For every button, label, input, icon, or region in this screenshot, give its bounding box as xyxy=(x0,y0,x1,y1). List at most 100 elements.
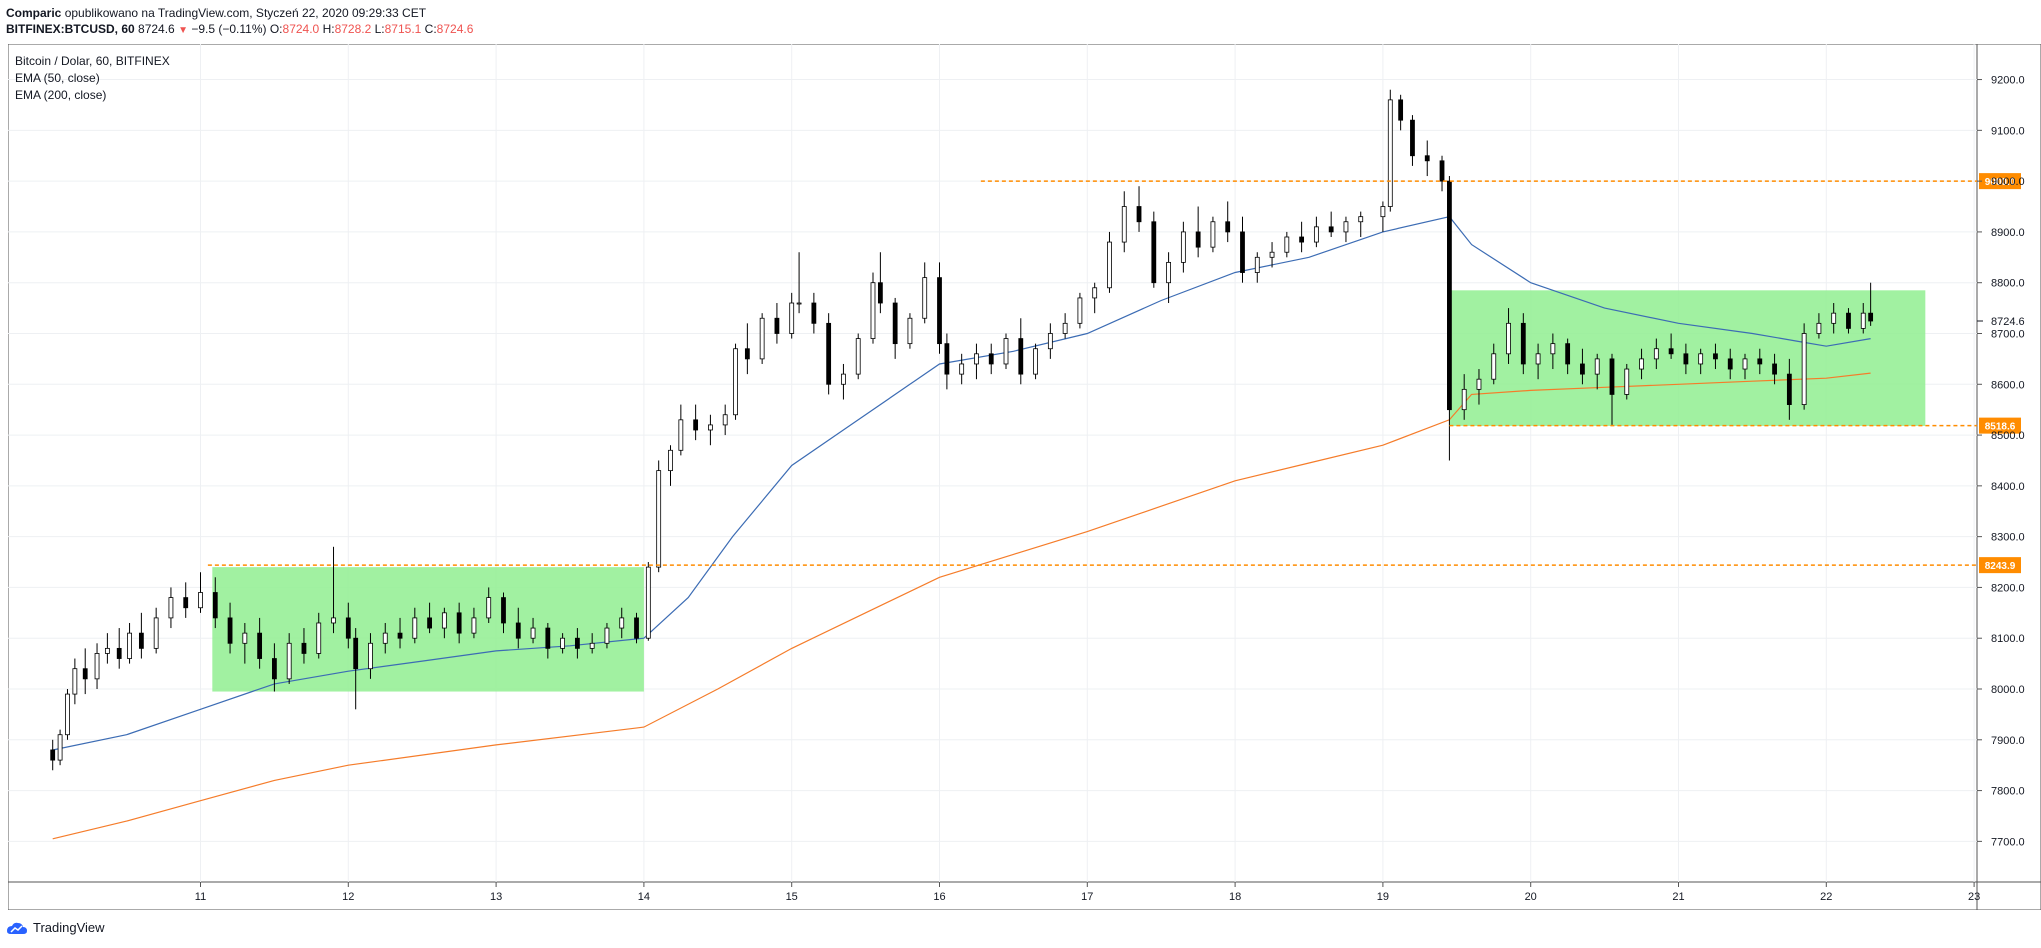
time-axis[interactable]: 11 12 13 14 15 16 17 18 19 20 21 22 23 xyxy=(195,882,1980,903)
candle xyxy=(892,297,898,359)
candle xyxy=(668,445,673,486)
candle-body xyxy=(668,449,673,472)
footer-brand[interactable]: TradingView xyxy=(33,920,105,935)
candle xyxy=(1831,303,1837,334)
author-name[interactable]: Comparic xyxy=(6,6,62,20)
candle-body xyxy=(212,592,218,619)
candle-body xyxy=(116,647,122,659)
candle xyxy=(168,587,174,629)
chart-border xyxy=(8,44,2041,910)
candle-body xyxy=(331,617,336,624)
open-value: 8724.0 xyxy=(282,22,320,36)
candle-body xyxy=(1757,358,1763,365)
price-chart[interactable]: 9000.0 8518.6 8243.9 7700.0 7800.0 7900.0 800… xyxy=(8,44,2041,910)
candle xyxy=(1077,292,1083,329)
chart-header: Comparic opublikowano na TradingView.com… xyxy=(6,5,473,39)
x-tick-label: 19 xyxy=(1377,891,1389,903)
candle xyxy=(1358,211,1364,237)
candle xyxy=(1698,348,1704,375)
candle xyxy=(1816,313,1822,339)
candle xyxy=(138,612,144,659)
tradingview-logo-icon[interactable] xyxy=(6,921,28,935)
candle-body xyxy=(892,302,898,345)
candle-body xyxy=(257,632,263,659)
candle-body xyxy=(1180,231,1186,263)
candle-body xyxy=(104,647,110,654)
candle-body xyxy=(619,617,625,629)
candle-body xyxy=(1410,119,1415,157)
candle xyxy=(1343,216,1349,243)
candle-body xyxy=(1210,221,1216,248)
candle xyxy=(227,602,233,654)
candle-body xyxy=(1742,358,1748,370)
candle xyxy=(50,739,56,771)
candle-body xyxy=(1653,348,1659,360)
candle xyxy=(1240,216,1245,283)
candle xyxy=(82,648,88,695)
candle-body xyxy=(1343,221,1349,233)
high-label: H: xyxy=(322,22,335,36)
candle-body xyxy=(412,617,418,639)
down-arrow-icon: ▼ xyxy=(178,25,188,36)
candle-body xyxy=(877,282,883,304)
candle xyxy=(1003,333,1009,370)
candle xyxy=(1624,363,1630,400)
x-tick-label: 14 xyxy=(638,891,650,903)
candle xyxy=(744,323,750,375)
x-tick-label: 15 xyxy=(786,891,798,903)
legend-ema50[interactable]: EMA (50, close) xyxy=(15,71,100,85)
legend-title[interactable]: Bitcoin / Dolar, 60, BITFINEX xyxy=(15,54,170,68)
ohlc-line: BITFINEX:BTCUSD, 60 8724.6 ▼ −9.5 (−0.11… xyxy=(6,21,473,39)
candle xyxy=(1299,221,1305,253)
high-value: 8728.2 xyxy=(334,22,372,36)
candle xyxy=(1520,313,1526,375)
candle-body xyxy=(574,637,580,649)
candle-body xyxy=(50,749,56,761)
candle-body xyxy=(1624,368,1630,395)
candle-body xyxy=(1506,322,1511,355)
candle-body xyxy=(1801,333,1807,405)
candle xyxy=(1447,176,1452,461)
price-axis[interactable]: 7700.0 7800.0 7900.0 8000.0 8100.0 8200.0 8300… xyxy=(1977,75,2025,849)
candle xyxy=(1062,313,1068,339)
horizontal-levels[interactable]: 9000.0 8518.6 8243.9 xyxy=(207,173,2021,574)
candle xyxy=(1772,353,1777,385)
candle-body xyxy=(907,317,913,345)
candle xyxy=(57,729,63,766)
candle xyxy=(1092,282,1098,314)
candle-body xyxy=(855,338,861,375)
x-tick-label: 21 xyxy=(1672,891,1684,903)
candle xyxy=(1107,231,1112,293)
candle-body xyxy=(1313,226,1319,243)
candle xyxy=(678,404,684,456)
candle-body xyxy=(486,597,492,619)
candle-body xyxy=(789,302,795,334)
candle xyxy=(198,572,203,613)
candle xyxy=(412,607,418,644)
candle xyxy=(1461,374,1467,420)
candle xyxy=(427,602,432,634)
candle-body xyxy=(1033,348,1038,375)
candle xyxy=(1860,303,1866,334)
candle xyxy=(733,343,738,420)
candle-body xyxy=(1062,322,1068,334)
candle-body xyxy=(759,317,765,360)
level-badge xyxy=(1979,557,2021,574)
candle-body xyxy=(1225,221,1231,233)
candles xyxy=(50,89,1874,771)
candle-body xyxy=(271,658,277,680)
candle xyxy=(153,607,159,654)
candle xyxy=(1757,348,1763,375)
candle xyxy=(1380,201,1386,232)
candle-body xyxy=(1639,358,1644,370)
candle-body xyxy=(286,642,292,680)
candle-body xyxy=(345,617,351,639)
candle xyxy=(65,689,70,740)
candle xyxy=(811,292,817,334)
candle-body xyxy=(456,612,462,634)
candle xyxy=(331,546,336,634)
candle xyxy=(1018,318,1024,385)
candle xyxy=(1313,216,1319,248)
candle-body xyxy=(1424,155,1430,162)
legend-ema200[interactable]: EMA (200, close) xyxy=(15,88,107,102)
